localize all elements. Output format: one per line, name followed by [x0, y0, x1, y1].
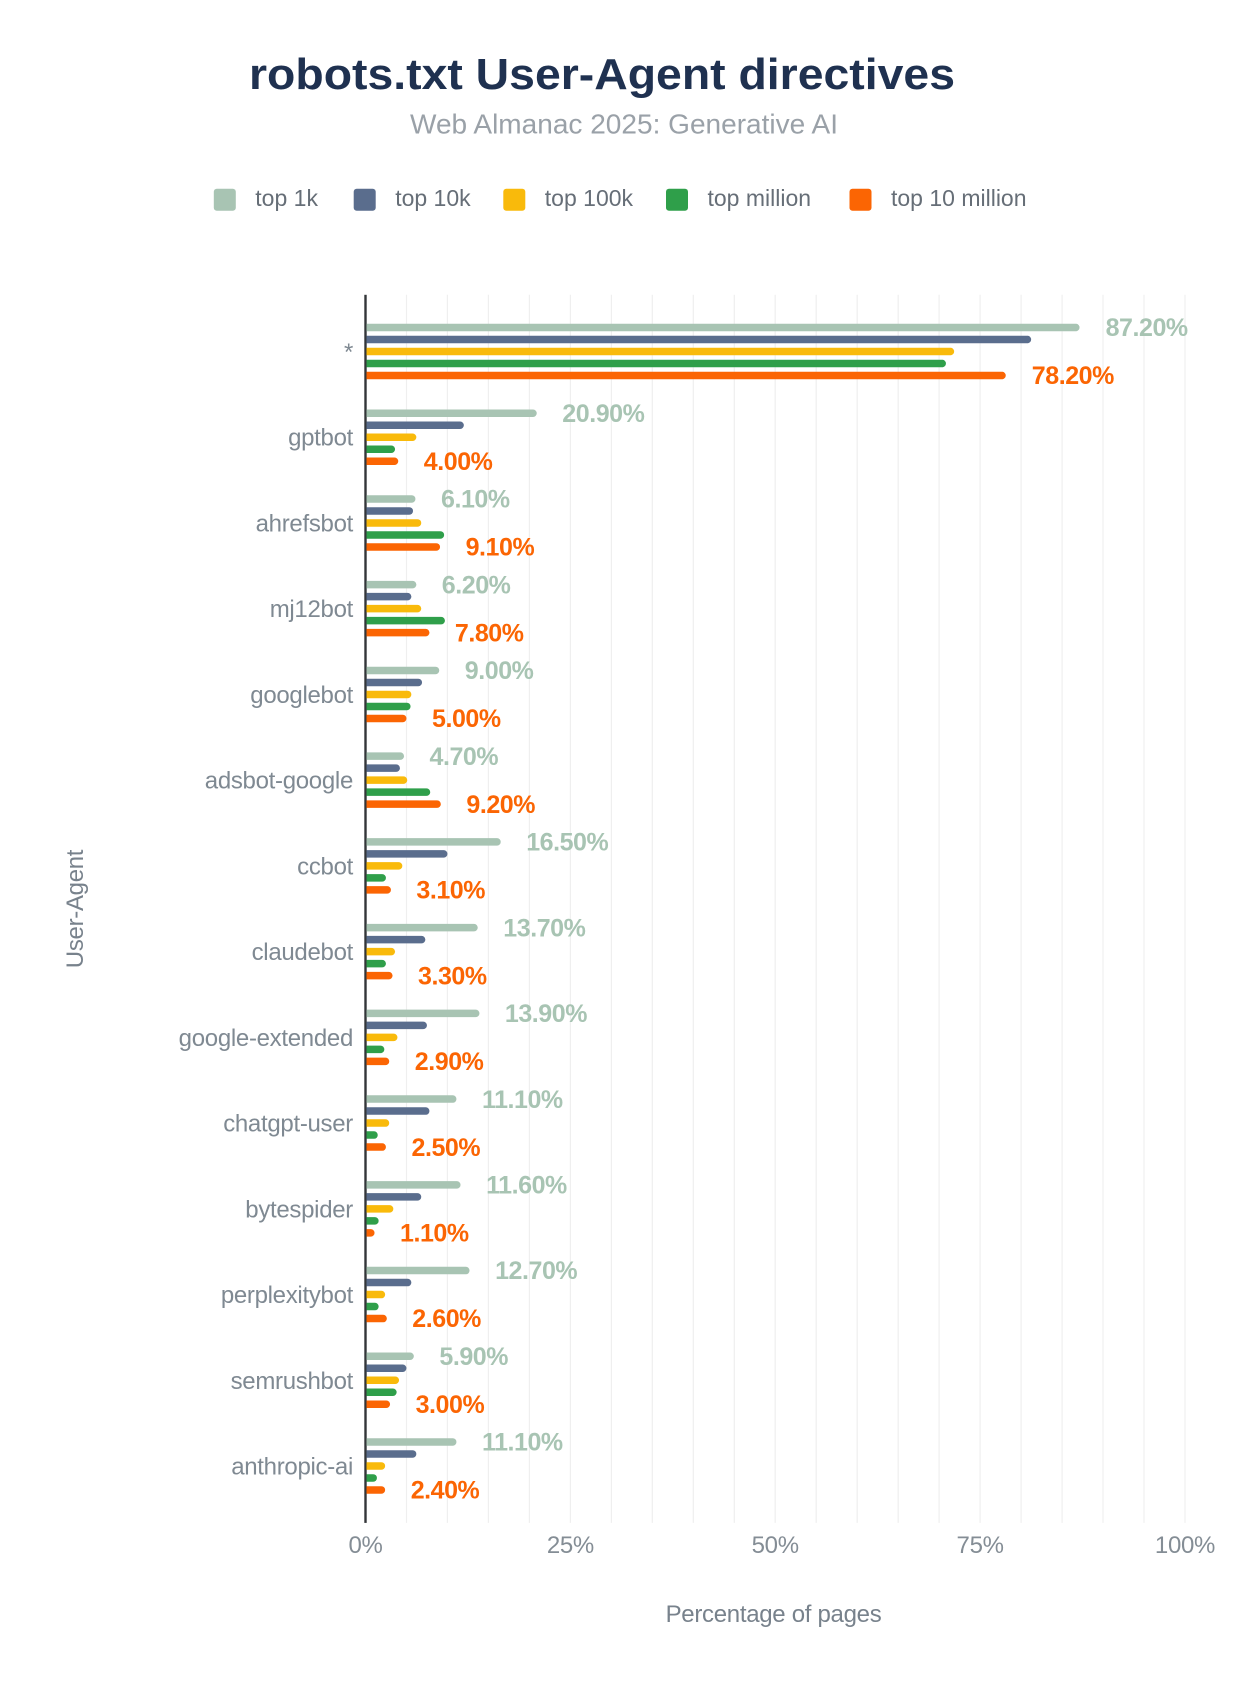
svg-text:top 100k: top 100k [545, 185, 634, 211]
svg-text:semrushbot: semrushbot [231, 1368, 354, 1395]
svg-text:3.00%: 3.00% [416, 1391, 485, 1419]
svg-text:Web Almanac 2025: Generative A: Web Almanac 2025: Generative AI [410, 109, 838, 140]
svg-text:*: * [344, 339, 353, 366]
svg-text:9.10%: 9.10% [466, 534, 535, 562]
svg-text:9.00%: 9.00% [465, 657, 534, 685]
svg-text:12.70%: 12.70% [495, 1257, 577, 1285]
svg-text:robots.txt User-Agent directiv: robots.txt User-Agent directives [249, 50, 955, 99]
svg-text:5.00%: 5.00% [432, 705, 501, 733]
svg-text:25%: 25% [547, 1532, 594, 1559]
svg-text:20.90%: 20.90% [562, 400, 644, 428]
svg-text:anthropic-ai: anthropic-ai [231, 1454, 353, 1481]
svg-text:mj12bot: mj12bot [270, 596, 354, 623]
svg-text:6.20%: 6.20% [442, 571, 511, 599]
svg-text:5.90%: 5.90% [439, 1343, 508, 1371]
svg-text:16.50%: 16.50% [526, 829, 608, 857]
svg-text:13.70%: 13.70% [503, 914, 585, 942]
svg-text:top 10k: top 10k [395, 185, 471, 211]
svg-text:googlebot: googlebot [250, 682, 353, 709]
svg-text:11.60%: 11.60% [486, 1172, 567, 1200]
svg-text:4.70%: 4.70% [430, 743, 499, 771]
svg-text:adsbot-google: adsbot-google [205, 768, 353, 795]
svg-text:9.20%: 9.20% [466, 791, 535, 819]
svg-text:7.80%: 7.80% [455, 619, 524, 647]
svg-text:perplexitybot: perplexitybot [221, 1282, 354, 1309]
svg-text:chatgpt-user: chatgpt-user [223, 1111, 353, 1138]
svg-text:ccbot: ccbot [297, 853, 353, 880]
svg-text:50%: 50% [752, 1532, 799, 1559]
svg-text:bytespider: bytespider [245, 1196, 353, 1223]
svg-text:11.10%: 11.10% [482, 1429, 563, 1457]
svg-text:4.00%: 4.00% [424, 448, 493, 476]
svg-text:top 10 million: top 10 million [891, 185, 1027, 211]
svg-text:0%: 0% [348, 1532, 382, 1559]
svg-text:1.10%: 1.10% [400, 1220, 469, 1248]
svg-text:google-extended: google-extended [179, 1025, 353, 1052]
svg-text:3.30%: 3.30% [418, 962, 487, 990]
svg-text:ahrefsbot: ahrefsbot [256, 511, 354, 538]
svg-text:2.90%: 2.90% [415, 1048, 484, 1076]
svg-text:11.10%: 11.10% [482, 1086, 563, 1114]
svg-text:2.50%: 2.50% [412, 1134, 481, 1162]
svg-text:6.10%: 6.10% [441, 486, 510, 514]
svg-text:13.90%: 13.90% [505, 1000, 587, 1028]
svg-text:Percentage of pages: Percentage of pages [666, 1601, 882, 1628]
svg-text:78.20%: 78.20% [1032, 362, 1114, 390]
svg-text:User-Agent: User-Agent [62, 849, 89, 968]
svg-text:top million: top million [708, 185, 812, 211]
svg-text:top 1k: top 1k [255, 185, 318, 211]
svg-text:100%: 100% [1155, 1532, 1215, 1559]
svg-text:2.40%: 2.40% [411, 1477, 480, 1505]
svg-text:2.60%: 2.60% [412, 1305, 481, 1333]
svg-text:claudebot: claudebot [252, 939, 354, 966]
svg-text:3.10%: 3.10% [416, 877, 485, 905]
svg-text:87.20%: 87.20% [1106, 314, 1188, 342]
svg-text:75%: 75% [957, 1532, 1004, 1559]
svg-text:gptbot: gptbot [288, 425, 354, 452]
